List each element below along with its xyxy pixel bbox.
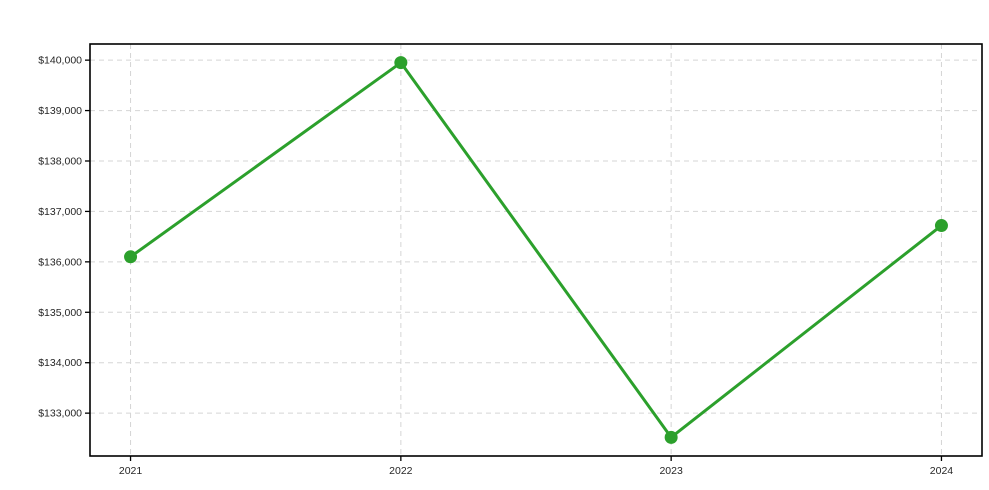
data-point (394, 56, 408, 70)
x-tick-label: 2024 (930, 465, 954, 477)
plot-border (89, 43, 983, 457)
y-tick-label: $133,000 (38, 408, 82, 420)
y-tick-label: $136,000 (38, 256, 82, 268)
x-tick-label: 2021 (119, 465, 143, 477)
y-tick-label: $134,000 (38, 357, 82, 369)
y-tick-label: $139,000 (38, 105, 82, 117)
y-tick-label: $137,000 (38, 206, 82, 218)
y-tick-label: $138,000 (38, 155, 82, 167)
data-point (124, 250, 138, 264)
x-tick-label: 2023 (659, 465, 683, 477)
y-tick-label: $135,000 (38, 307, 82, 319)
y-tick-label: $140,000 (38, 55, 82, 67)
data-line (129, 61, 943, 439)
data-point (934, 219, 948, 233)
data-point (664, 430, 678, 444)
x-tick-label: 2022 (389, 465, 413, 477)
